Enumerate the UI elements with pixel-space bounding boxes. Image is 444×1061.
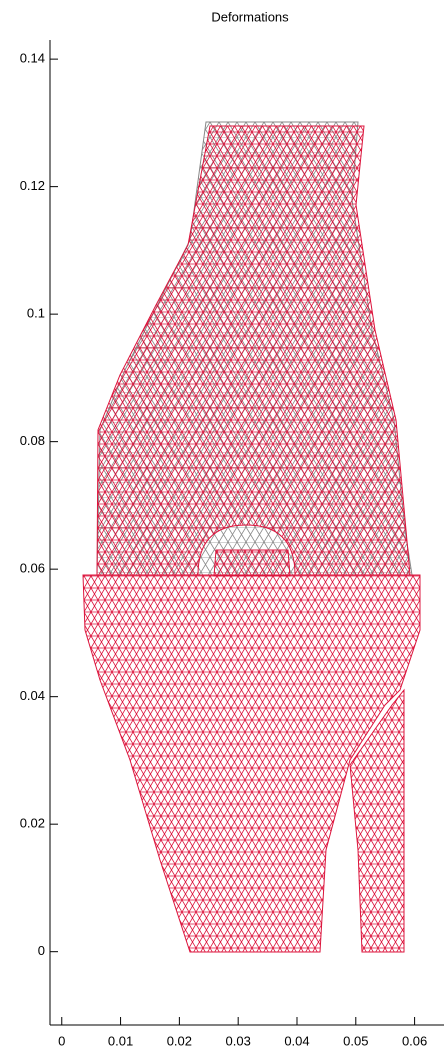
y-tick-label: 0.14 xyxy=(20,51,45,66)
page: {"chart_data": {"type": "mesh", "title":… xyxy=(0,0,444,1061)
y-tick-label: 0 xyxy=(38,943,45,958)
y-tick-label: 0.04 xyxy=(20,688,45,703)
mesh xyxy=(83,122,420,952)
x-tick-label: 0.03 xyxy=(226,1033,251,1048)
chart: Deformations 0 0.02 0.04 0.06 0.08 0.1 0.12 0.1… xyxy=(0,0,444,1061)
y-tick-label: 0.1 xyxy=(27,306,45,321)
chart-title: Deformations xyxy=(211,9,289,24)
y-tick-label: 0.12 xyxy=(20,178,45,193)
x-tick-label: 0.01 xyxy=(108,1033,133,1048)
x-tick-label: 0.06 xyxy=(402,1033,427,1048)
x-tick-label: 0 xyxy=(58,1033,65,1048)
x-tick-label: 0.04 xyxy=(284,1033,309,1048)
deformed-femur xyxy=(97,126,410,575)
tibia-spine xyxy=(214,550,290,576)
y-tick-label: 0.02 xyxy=(20,816,45,831)
x-tick-label: 0.05 xyxy=(343,1033,368,1048)
y-tick-label: 0.08 xyxy=(20,433,45,448)
y-tick-label: 0.06 xyxy=(20,561,45,576)
x-tick-label: 0.02 xyxy=(167,1033,192,1048)
